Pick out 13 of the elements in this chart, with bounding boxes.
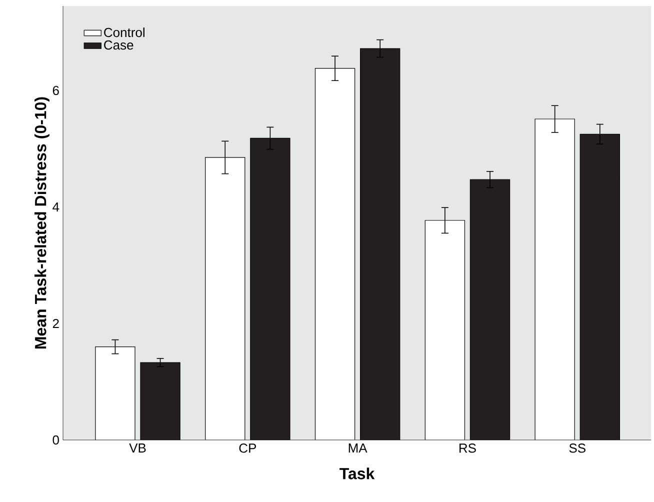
y-tick-label: 2 <box>52 318 59 328</box>
legend-label: Case <box>104 40 134 50</box>
y-axis-title: Mean Task-related Distress (0-10) <box>34 97 50 348</box>
x-tick-label: RS <box>460 444 476 453</box>
y-tick-label: 4 <box>52 202 60 212</box>
x-tick-label: VB <box>129 444 146 452</box>
legend-label: Control <box>104 28 144 38</box>
y-tick-label: 6 <box>52 86 59 96</box>
x-tick-label: SS <box>569 444 586 453</box>
x-tick-label: CP <box>239 444 256 453</box>
y-tick-label: 0 <box>52 435 59 445</box>
x-axis-title: Task <box>340 468 375 480</box>
x-tick-label: MA <box>348 444 368 452</box>
